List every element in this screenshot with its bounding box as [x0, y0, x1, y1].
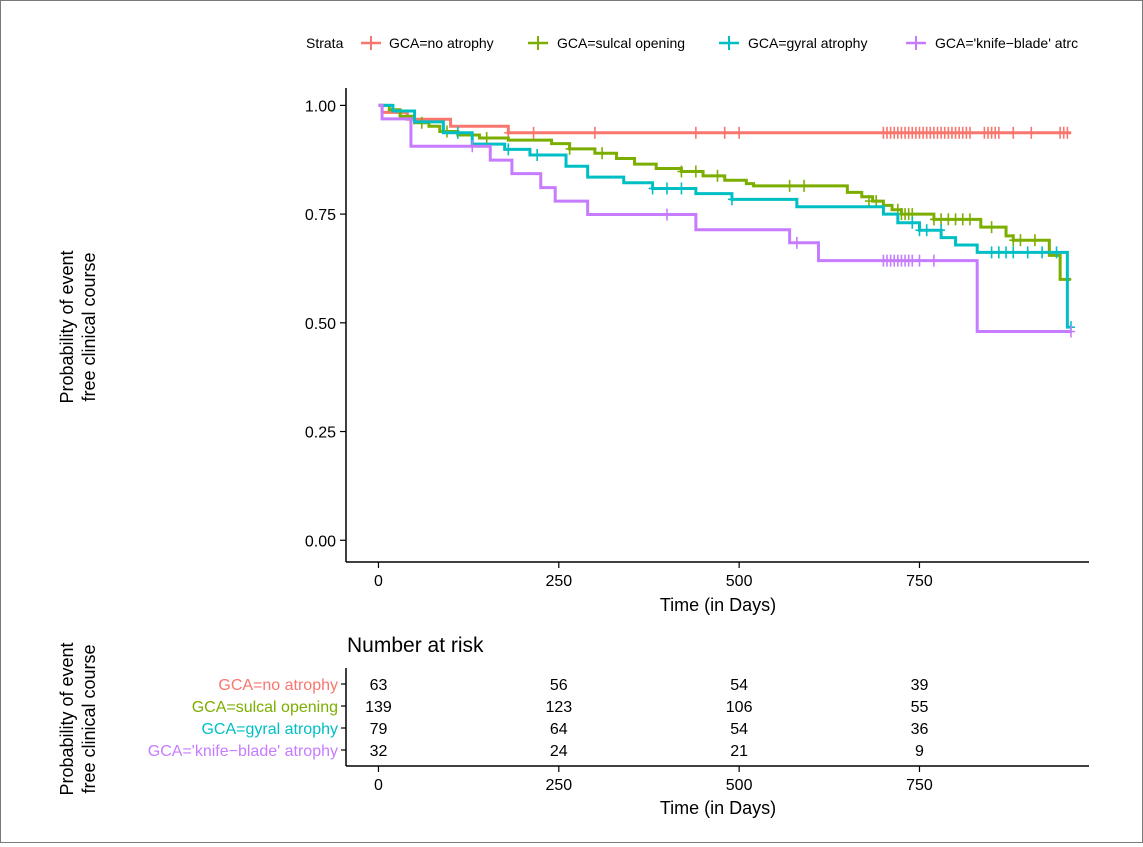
risk-count: 24	[550, 743, 568, 760]
risk-row-label: GCA=sulcal opening	[192, 699, 338, 716]
y-tick-label: 1.00	[305, 98, 336, 115]
y-tick-label: 0.50	[305, 316, 336, 333]
risk-table-y-label: Probability of event free clinical cours…	[57, 642, 99, 795]
risk-row-label: GCA=no atrophy	[218, 677, 338, 694]
svg-text:Probability of event: Probability of event	[57, 642, 77, 795]
x-axis-label: Time (in Days)	[660, 595, 776, 615]
risk-x-axis-label: Time (in Days)	[660, 798, 776, 818]
risk-count: 123	[545, 699, 572, 716]
legend-entry-gyral-atrophy: GCA=gyral atrophy	[719, 35, 867, 51]
main-plot-axes	[345, 88, 1089, 563]
risk-count: 32	[370, 743, 388, 760]
risk-count: 79	[370, 721, 388, 738]
risk-count: 54	[730, 721, 748, 738]
legend-entry-no-atrophy: GCA=no atrophy	[361, 35, 494, 51]
risk-x-tick-label: 750	[906, 777, 933, 794]
km-curve-2	[378, 103, 1071, 329]
risk-x-tick-label: 0	[374, 777, 383, 794]
risk-count: 106	[726, 699, 753, 716]
x-ticks: 0 250 500 750	[374, 562, 933, 590]
y-axis-label: Probability of event free clinical cours…	[57, 250, 99, 403]
km-curve-3	[378, 103, 1071, 334]
legend-entry-sulcal-opening: GCA=sulcal opening	[528, 35, 685, 51]
x-tick-label: 250	[545, 573, 572, 590]
y-tick-label: 0.25	[305, 425, 336, 442]
risk-x-ticks: 0 250 500 750	[374, 766, 933, 794]
legend-title: Strata	[306, 35, 344, 51]
risk-count: 56	[550, 677, 568, 694]
legend-entry-knife-blade: GCA='knife−blade' atrc	[906, 35, 1078, 51]
legend-label: GCA=no atrophy	[389, 35, 494, 51]
svg-text:free clinical course: free clinical course	[79, 644, 99, 793]
y-ticks: 0.00 0.25 0.50 0.75 1.00	[305, 98, 346, 550]
risk-count: 54	[730, 677, 748, 694]
risk-count: 36	[911, 721, 929, 738]
legend-label: GCA=sulcal opening	[557, 35, 685, 51]
risk-count: 9	[915, 743, 924, 760]
risk-count: 39	[911, 677, 929, 694]
risk-count: 139	[365, 699, 392, 716]
x-tick-label: 500	[726, 573, 753, 590]
legend-label: GCA='knife−blade' atrc	[935, 35, 1078, 51]
risk-row-label: GCA='knife−blade' atrophy	[148, 743, 338, 760]
svg-text:free clinical course: free clinical course	[79, 252, 99, 401]
legend-label: GCA=gyral atrophy	[748, 35, 867, 51]
risk-table-axes	[345, 668, 1089, 767]
x-tick-label: 0	[374, 573, 383, 590]
y-tick-label: 0.00	[305, 533, 336, 550]
risk-x-tick-label: 500	[726, 777, 753, 794]
risk-table: GCA=no atrophy 63 56 54 39 GCA=sulcal opening…	[148, 677, 929, 760]
risk-row-label: GCA=gyral atrophy	[201, 721, 338, 738]
survival-curves	[378, 103, 1075, 338]
risk-count: 55	[911, 699, 929, 716]
risk-count: 21	[730, 743, 748, 760]
legend: Strata GCA=no atrophy GCA=sulcal opening…	[306, 35, 1078, 51]
risk-count: 64	[550, 721, 568, 738]
risk-count: 63	[370, 677, 388, 694]
x-tick-label: 750	[906, 573, 933, 590]
svg-text:Probability of event: Probability of event	[57, 250, 77, 403]
risk-x-tick-label: 250	[545, 777, 572, 794]
y-tick-label: 0.75	[305, 207, 336, 224]
risk-table-title: Number at risk	[347, 634, 484, 657]
